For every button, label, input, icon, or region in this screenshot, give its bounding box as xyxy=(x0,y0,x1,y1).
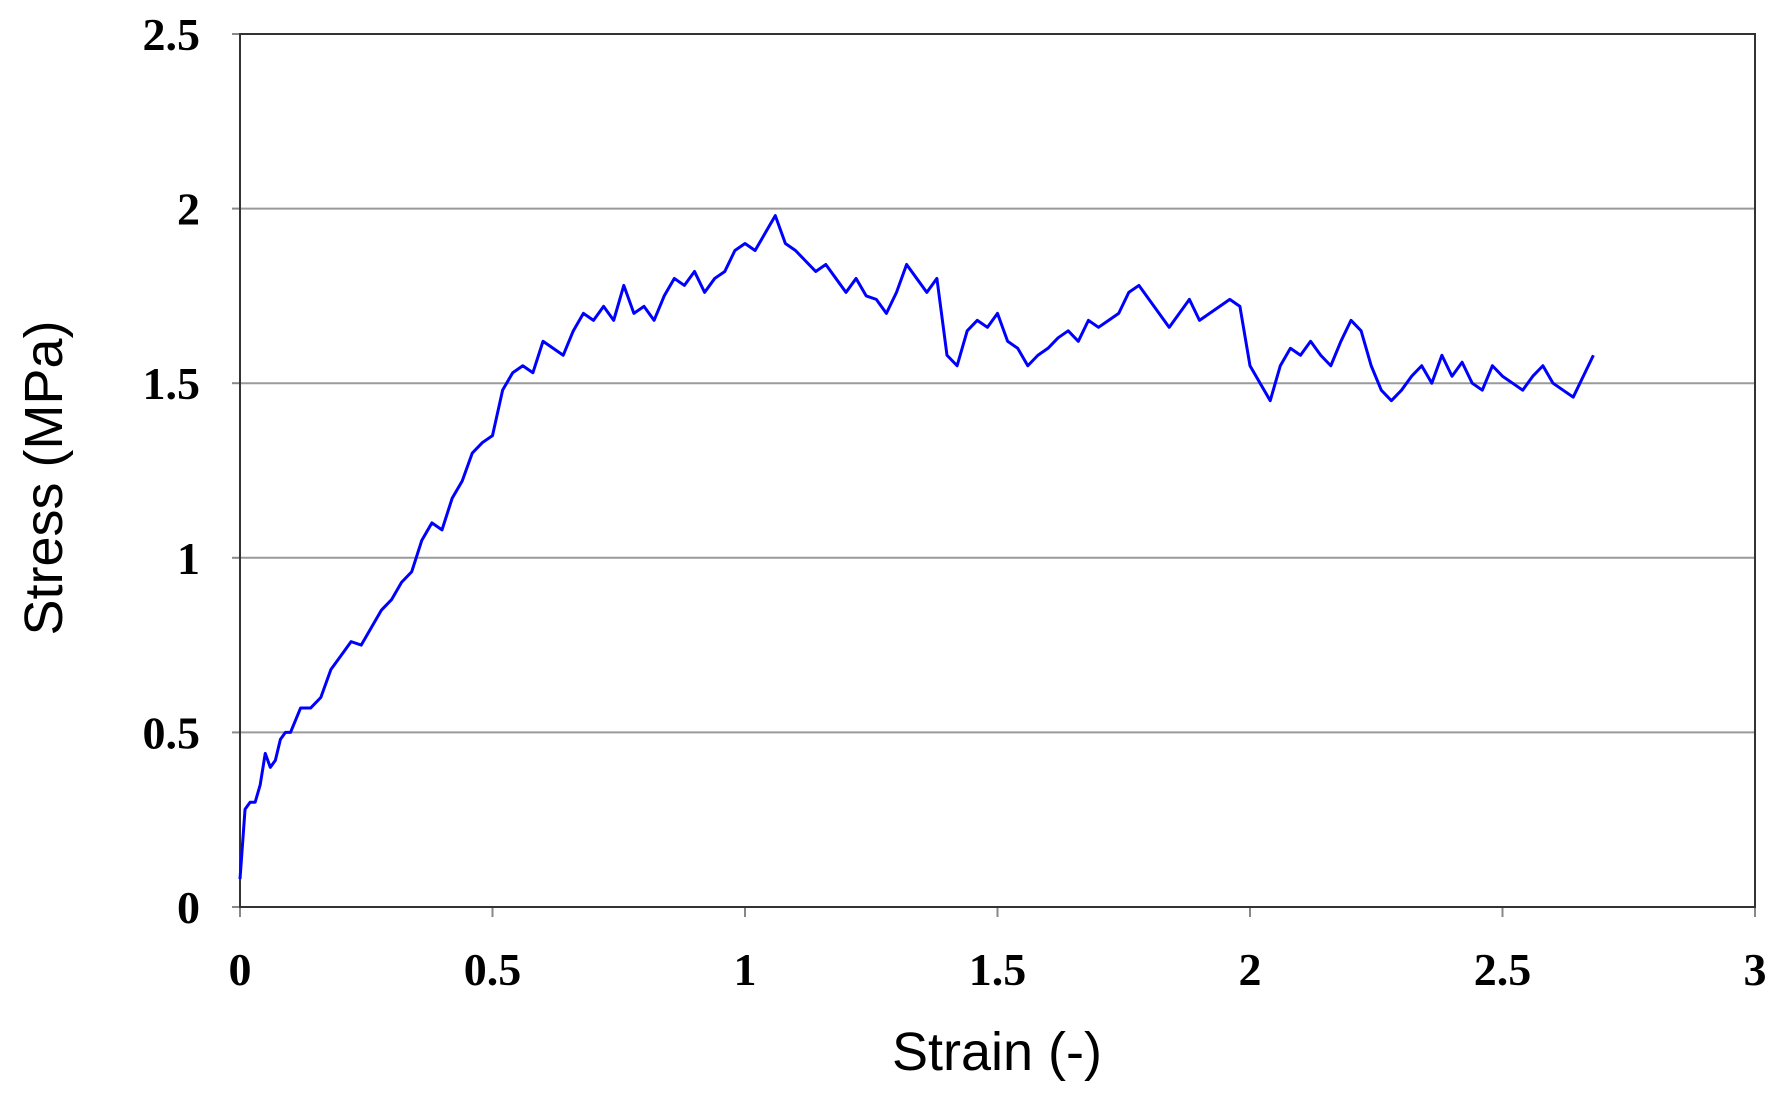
x-tick-label: 1 xyxy=(734,944,757,995)
x-tick-label: 1.5 xyxy=(969,944,1027,995)
x-axis-title: Strain (-) xyxy=(892,1022,1102,1082)
y-tick-label: 2.5 xyxy=(143,9,201,60)
data-line xyxy=(238,214,1595,880)
x-tick-label: 2.5 xyxy=(1474,944,1532,995)
x-tick-label: 0 xyxy=(229,944,252,995)
plot-frame xyxy=(239,33,1756,908)
x-tick-label: 3 xyxy=(1744,944,1767,995)
y-tick-label: 2 xyxy=(177,184,200,235)
y-tick-label: 1.5 xyxy=(143,358,201,409)
y-tick-label: 0 xyxy=(177,882,200,933)
y-axis-title: Stress (MPa) xyxy=(14,320,74,635)
x-tick-label: 2 xyxy=(1239,944,1262,995)
y-tick-label: 1 xyxy=(177,533,200,584)
y-tick-label: 0.5 xyxy=(143,707,201,758)
x-tick-label: 0.5 xyxy=(464,944,522,995)
